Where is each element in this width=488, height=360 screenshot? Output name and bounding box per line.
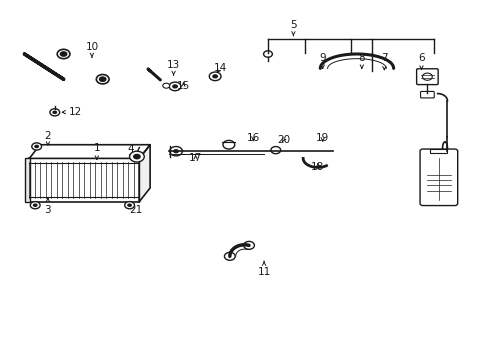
Circle shape (163, 83, 169, 88)
Text: 16: 16 (246, 132, 260, 143)
Text: 21: 21 (125, 204, 142, 215)
Polygon shape (29, 145, 150, 158)
Circle shape (223, 140, 234, 149)
Text: 20: 20 (277, 135, 289, 145)
Circle shape (96, 75, 109, 84)
Circle shape (99, 76, 106, 82)
Text: 7: 7 (380, 53, 387, 70)
Text: 2: 2 (44, 131, 51, 145)
Circle shape (224, 252, 235, 260)
Circle shape (173, 149, 179, 153)
Circle shape (124, 202, 134, 209)
Polygon shape (139, 145, 150, 202)
Circle shape (52, 111, 57, 114)
Circle shape (169, 82, 181, 91)
Circle shape (133, 154, 141, 159)
Text: 15: 15 (176, 81, 190, 91)
Bar (429, 149, 447, 153)
Text: 6: 6 (417, 53, 424, 69)
Circle shape (243, 242, 254, 249)
Text: 18: 18 (310, 162, 324, 172)
Text: 11: 11 (257, 261, 270, 277)
FancyBboxPatch shape (416, 69, 437, 85)
Circle shape (34, 145, 39, 148)
Circle shape (212, 74, 218, 78)
FancyBboxPatch shape (419, 149, 457, 206)
Text: 12: 12 (62, 107, 82, 117)
Text: 14: 14 (213, 63, 226, 73)
Circle shape (129, 151, 144, 162)
Text: 19: 19 (315, 132, 329, 143)
Circle shape (422, 73, 431, 80)
Circle shape (270, 147, 280, 154)
Text: 17: 17 (188, 153, 202, 163)
Circle shape (263, 51, 272, 57)
Circle shape (172, 84, 178, 89)
Circle shape (50, 109, 60, 116)
Circle shape (169, 147, 182, 156)
Text: 10: 10 (85, 42, 98, 57)
FancyBboxPatch shape (420, 91, 433, 98)
Circle shape (209, 72, 221, 81)
Text: 8: 8 (358, 53, 365, 68)
Text: 9: 9 (319, 53, 325, 68)
Circle shape (32, 143, 41, 150)
Text: 13: 13 (166, 60, 180, 75)
Circle shape (33, 203, 38, 207)
Text: 4: 4 (127, 144, 134, 158)
Circle shape (127, 203, 132, 207)
Circle shape (30, 202, 40, 209)
Text: 3: 3 (44, 198, 51, 215)
Text: 5: 5 (289, 20, 296, 36)
Text: 1: 1 (93, 143, 100, 159)
Circle shape (60, 51, 67, 57)
Bar (25, 158, 30, 202)
Circle shape (57, 49, 70, 59)
